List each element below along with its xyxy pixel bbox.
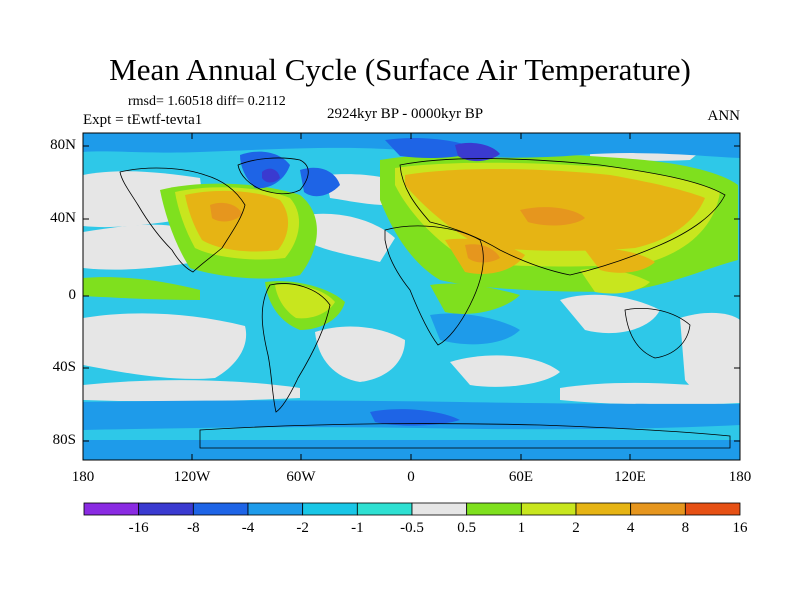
cool-regions-3 xyxy=(262,142,500,183)
stats-label: rmsd= 1.60518 diff= 0.2112 xyxy=(128,94,286,109)
colorbar-label: -4 xyxy=(241,520,255,536)
colorbar-label: -16 xyxy=(128,520,149,536)
lon-label-120e: 120E xyxy=(614,469,646,485)
season-label: ANN xyxy=(707,108,741,124)
lat-label-40n: 40N xyxy=(50,210,76,226)
experiment-label: Expt = tEwtf-tevta1 xyxy=(83,112,203,128)
colorbar-label: -8 xyxy=(187,520,200,536)
coastlines xyxy=(119,157,731,449)
lat-label-0: 0 xyxy=(68,287,77,303)
lon-label-180w: 180 xyxy=(71,469,95,485)
colorbar-swatch xyxy=(466,502,522,516)
lon-ticks xyxy=(191,133,631,460)
colorbar-swatch xyxy=(411,502,468,516)
colorbar-swatch xyxy=(247,502,304,516)
colorbar-swatch xyxy=(520,502,577,516)
plot-title: Mean Annual Cycle (Surface Air Temperatu… xyxy=(109,52,691,87)
colorbar-label: -2 xyxy=(296,520,309,536)
lat-ticks xyxy=(83,145,740,442)
lon-label-180e: 180 xyxy=(728,469,752,485)
lat-label-80n: 80N xyxy=(50,137,76,153)
colorbar-swatch xyxy=(83,502,140,516)
colorbar-swatch xyxy=(302,502,358,516)
colorbar-swatch xyxy=(575,502,632,516)
colorbar-swatch xyxy=(192,502,249,516)
colorbar-label: 8 xyxy=(681,520,690,536)
colorbar-swatch xyxy=(630,502,686,516)
colorbar-swatch xyxy=(684,502,741,516)
colorbar-label: 1 xyxy=(517,520,526,536)
colorbar-swatch xyxy=(356,502,413,516)
colorbar-label: 4 xyxy=(626,520,635,536)
map-field xyxy=(83,133,740,460)
colorbar-label: -1 xyxy=(351,520,364,536)
colorbar-swatch xyxy=(138,502,194,516)
lon-label-60e: 60E xyxy=(508,469,534,485)
lat-label-80s: 80S xyxy=(52,432,76,448)
lon-label-0: 0 xyxy=(407,469,415,485)
colorbar-label: 0.5 xyxy=(457,520,477,536)
colorbar-label: -0.5 xyxy=(400,520,424,536)
colorbar-label: 16 xyxy=(732,520,748,536)
period-label: 2924kyr BP - 0000kyr BP xyxy=(326,106,484,122)
colorbar xyxy=(83,502,741,516)
lon-label-120w: 120W xyxy=(173,469,211,485)
lat-label-40s: 40S xyxy=(52,359,76,375)
colorbar-label: 2 xyxy=(572,520,580,536)
lon-label-60w: 60W xyxy=(286,469,316,485)
